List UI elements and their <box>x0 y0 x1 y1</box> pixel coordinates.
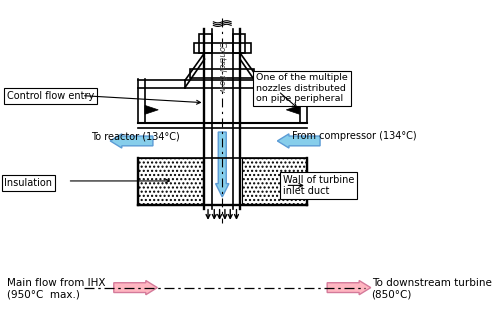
Text: To reactor (134°C): To reactor (134°C) <box>90 132 180 141</box>
Text: One of the multiple
nozzles distributed
on pipe peripheral: One of the multiple nozzles distributed … <box>256 73 348 103</box>
Text: From compressor (134°C): From compressor (134°C) <box>292 132 416 141</box>
FancyArrow shape <box>216 132 229 197</box>
Bar <box>242 158 306 205</box>
Text: Wall of turbine
inlet duct: Wall of turbine inlet duct <box>282 175 354 196</box>
Text: Control-flow: Control-flow <box>217 41 226 93</box>
Polygon shape <box>286 105 300 114</box>
FancyArrow shape <box>110 134 153 148</box>
Bar <box>138 158 202 205</box>
Polygon shape <box>145 105 158 114</box>
Bar <box>194 43 250 53</box>
Text: Control flow entry: Control flow entry <box>7 91 94 101</box>
FancyArrow shape <box>114 281 158 295</box>
Text: Insulation: Insulation <box>4 178 52 188</box>
FancyArrow shape <box>278 134 320 148</box>
Text: Main flow from IHX
(950°C  max.): Main flow from IHX (950°C max.) <box>7 278 105 299</box>
FancyArrow shape <box>327 281 370 295</box>
Bar <box>233 34 245 53</box>
Bar <box>185 81 260 88</box>
Bar <box>190 69 254 78</box>
Text: To downstream turbine
(850°C): To downstream turbine (850°C) <box>372 278 492 299</box>
Bar <box>199 34 211 53</box>
